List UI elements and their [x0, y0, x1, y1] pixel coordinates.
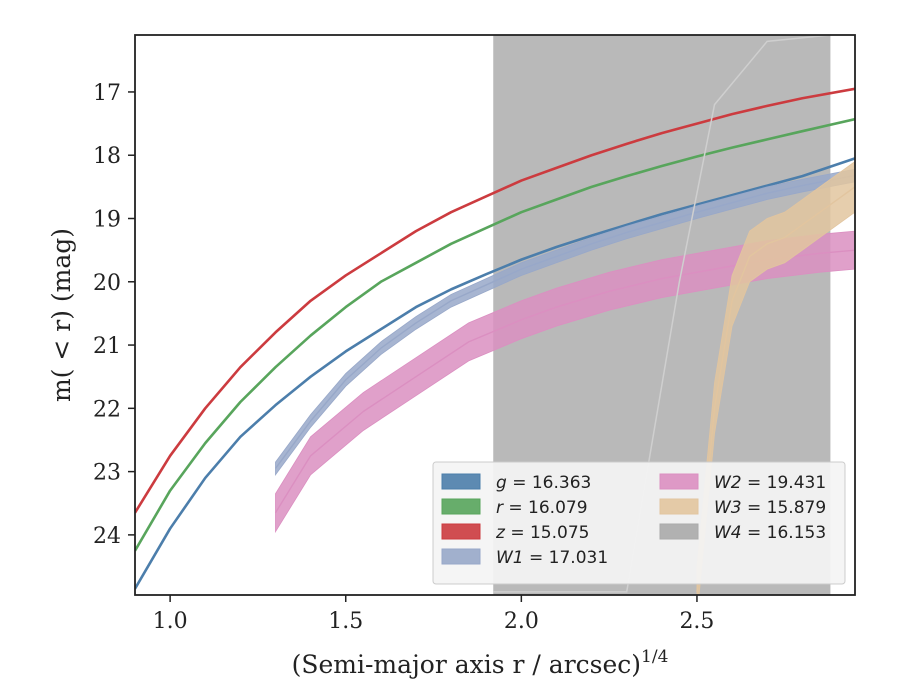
legend-swatch — [441, 498, 481, 515]
z-series — [135, 87, 855, 514]
legend-band-name: g — [496, 473, 507, 493]
w3-series — [696, 186, 855, 592]
w4-series — [493, 35, 831, 593]
y-tick-label: 21 — [93, 334, 121, 359]
legend-value: = 16.079 — [503, 498, 588, 518]
y-axis-label: m( < r) (mag) — [47, 228, 76, 402]
legend-band-name: W4 — [714, 523, 742, 543]
legend-label: r = 16.079 — [496, 498, 588, 518]
plot-frame — [134, 34, 856, 596]
y-tick-label: 23 — [93, 461, 121, 486]
legend-item-w2: W2 = 19.431 — [659, 473, 826, 493]
legend-item-w3: W3 = 15.879 — [659, 498, 826, 518]
legend-swatch — [659, 523, 699, 540]
x-tick-label: 1.0 — [153, 609, 188, 634]
legend-label: W3 = 15.879 — [714, 498, 826, 518]
legend-label: z = 15.075 — [495, 523, 589, 543]
g-series — [135, 157, 855, 590]
y-tick-label: 20 — [93, 271, 121, 296]
x-tick-label: 2.5 — [679, 609, 714, 634]
legend-value: = 16.363 — [507, 473, 592, 493]
legend-value: = 16.153 — [742, 523, 827, 543]
legend-band-name: r — [496, 498, 504, 518]
y-tick-label: 19 — [93, 208, 121, 233]
x-tick-label: 2.0 — [504, 609, 539, 634]
legend-label: W4 = 16.153 — [714, 523, 826, 543]
y-tick-label: 18 — [93, 144, 121, 169]
legend-label: W1 = 17.031 — [496, 548, 608, 568]
legend-item-w4: W4 = 16.153 — [659, 523, 826, 543]
x-tick-label: 1.5 — [328, 609, 363, 634]
legend-swatch — [659, 498, 699, 515]
legend-band-name: W3 — [714, 498, 742, 518]
y-tick-label: 24 — [93, 524, 121, 549]
legend-label: W2 = 19.431 — [714, 473, 826, 493]
legend-value: = 19.431 — [742, 473, 827, 493]
legend-swatch — [441, 523, 481, 540]
legend-band-name: W1 — [496, 548, 524, 568]
legend-band-name: W2 — [714, 473, 742, 493]
legend-item-g: g = 16.363 — [441, 473, 591, 493]
plot-area — [134, 34, 856, 596]
w1-series-band — [275, 168, 855, 476]
legend-swatch — [659, 473, 699, 490]
w1-series — [274, 174, 855, 469]
y-tick-label: 22 — [93, 397, 121, 422]
y-axis: 17 18 19 20 21 22 23 24 — [93, 81, 135, 549]
w3-series-band — [696, 161, 855, 595]
legend-band-name: z — [495, 523, 506, 543]
legend-label: g = 16.363 — [496, 473, 591, 493]
x-axis-label-exponent: 1/4 — [641, 647, 668, 667]
legend-item-z: z = 15.075 — [441, 523, 589, 543]
r-series — [135, 117, 855, 552]
w2-series-band — [275, 230, 855, 534]
legend-swatch — [441, 473, 481, 490]
legend-item-r: r = 16.079 — [441, 498, 588, 518]
legend-item-w1: W1 = 17.031 — [441, 548, 608, 568]
x-axis-label-text: (Semi-major axis r / arcsec) — [292, 650, 641, 679]
legend-value: = 15.879 — [742, 498, 827, 518]
x-axis: 1.0 1.5 2.0 2.5 — [153, 595, 714, 634]
legend-box — [432, 461, 846, 585]
x-axis-label: (Semi-major axis r / arcsec)1/4 — [292, 647, 669, 679]
legend-value: = 17.031 — [524, 548, 609, 568]
legend-swatch — [441, 548, 481, 565]
y-tick-label: 17 — [93, 81, 121, 106]
legend-value: = 15.075 — [505, 523, 590, 543]
